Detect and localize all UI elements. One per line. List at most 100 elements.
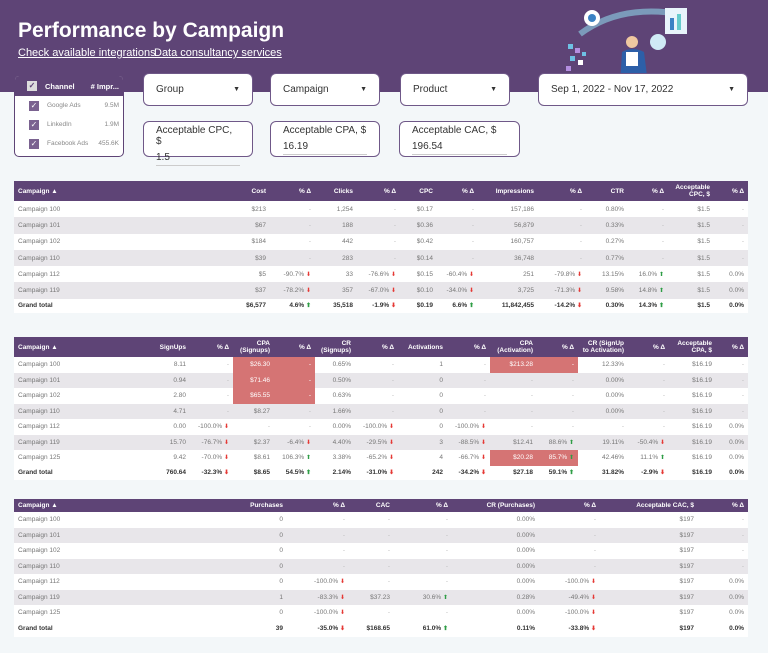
column-header[interactable]: Impressions (478, 181, 538, 201)
column-header[interactable]: Campaign ▲ (14, 499, 230, 512)
product-dropdown[interactable]: Product ▼ (400, 73, 510, 106)
column-header[interactable]: % Δ (437, 181, 478, 201)
column-header[interactable]: % Δ (447, 337, 490, 357)
checkbox-icon[interactable]: ✓ (29, 119, 39, 130)
column-header[interactable]: % Δ (538, 181, 586, 201)
column-header[interactable]: % Δ (698, 499, 748, 512)
column-header[interactable]: Clicks (315, 181, 357, 201)
column-header[interactable]: % Δ (628, 181, 668, 201)
table-row[interactable]: Campaign 119 15.70 -76.7% ⬇ $2.37 -6.4% ⬇ 4.4… (14, 434, 748, 450)
table-cell: - (387, 547, 390, 555)
input-value[interactable]: 196.54 (412, 141, 507, 155)
column-header[interactable]: % Δ (190, 337, 233, 357)
channel-item[interactable]: ✓ LinkedIn 1.9M (15, 115, 123, 134)
column-header[interactable]: Cost (230, 181, 270, 201)
column-header[interactable]: % Δ (539, 499, 600, 512)
column-header[interactable]: % Δ (270, 181, 315, 201)
channel-item[interactable]: ✓ Facebook Ads 455.6K (15, 134, 123, 153)
table-row[interactable]: Campaign 100 $213 - 1,254 - $0.17 - 157,186 - 0.8… (14, 201, 748, 217)
column-header[interactable]: Acceptable CPC, $ (668, 181, 714, 201)
table-cell: $1.5 (697, 302, 710, 310)
group-dropdown[interactable]: Group ▼ (143, 73, 253, 106)
column-header[interactable]: CR (SignUp to Activation) (578, 337, 628, 357)
table-cell: Campaign 110 (18, 562, 60, 570)
table-cell: - (662, 361, 665, 369)
table-cell: Campaign 102 (18, 547, 61, 555)
input-value[interactable]: 1.5 (156, 152, 240, 166)
table-row[interactable]: Campaign 112 0.00 -100.0% ⬇ - -0.00% -100.0% … (14, 419, 748, 435)
table-row[interactable]: Campaign 110 $39 - 283 - $0.14 - 36,748 - 0.77% - $… (14, 249, 748, 267)
column-header[interactable]: % Δ (537, 337, 578, 357)
table-row[interactable]: Campaign 119 $37 -78.2% ⬇ 357 -67.0% ⬇ $0.10 -… (14, 282, 748, 299)
column-header[interactable]: Campaign ▲ (14, 181, 230, 201)
table-row[interactable]: Campaign 125 9.42 -70.0% ⬇ $8.61 106.3% ⬆ 3.3… (14, 450, 748, 466)
date-range-picker[interactable]: Sep 1, 2022 - Nov 17, 2022 ▼ (538, 73, 748, 106)
column-header[interactable]: CPC (400, 181, 437, 201)
table-row[interactable]: Campaign 101 0.94 - $71.46 - 0.50% - 0 - - - 0.00% -… (14, 372, 748, 388)
channel-filter-header[interactable]: ✓ Channel # Impr... (15, 76, 123, 96)
column-header[interactable]: % Δ (357, 181, 400, 201)
column-header[interactable]: CPA (Activation) (490, 337, 537, 357)
table-cell: $16.19 (692, 407, 712, 415)
grand-total-row: Grand total 760.64 -32.3% ⬇ $8.65 54.5% ⬆ 2.1… (14, 465, 748, 480)
column-header[interactable]: SignUps (140, 337, 190, 357)
table-row[interactable]: Campaign 102 $184 - 442 - $0.42 - 160,757 - 0.27%… (14, 234, 748, 250)
table-cell: -14.2% (554, 302, 576, 310)
table-row[interactable]: Campaign 112 $5 -90.7% ⬇ 33 -76.6% ⬇ $0.15 -60… (14, 266, 748, 282)
campaign-dropdown[interactable]: Campaign ▼ (270, 73, 380, 106)
acceptable-cac-input[interactable]: Acceptable CAC, $ 196.54 (399, 121, 520, 157)
table-cell: - (593, 531, 596, 539)
column-header[interactable]: Activations (398, 337, 447, 357)
table-cell: Campaign 125 (18, 454, 61, 462)
acceptable-cpc-input[interactable]: Acceptable CPC, $ 1.5 (143, 121, 253, 166)
table-row[interactable]: Campaign 125 0 -100.0% ⬇ - - 0.00% -100.0% ⬇ $1… (14, 605, 748, 621)
channel-filter[interactable]: ✓ Channel # Impr... ✓ Google Ads 9.5M ✓ Lin… (14, 75, 124, 157)
table-row[interactable]: Campaign 100 0 - - - 0.00% - $197 - (14, 512, 748, 528)
column-header[interactable]: % Δ (355, 337, 398, 357)
table-cell: Campaign 100 (18, 205, 61, 213)
table-row[interactable]: Campaign 110 0 - - - 0.00% - $197 - (14, 558, 748, 574)
column-header[interactable]: % Δ (716, 337, 748, 357)
table-cell: $39 (255, 254, 266, 262)
table-cell: - (571, 376, 574, 384)
table-row[interactable]: Campaign 112 0 -100.0% ⬇ - - 0.00% -100.0% ⬇ $1… (14, 574, 748, 590)
column-header[interactable]: Campaign ▲ (14, 337, 140, 357)
table-row[interactable]: Campaign 100 8.11 - $26.30 - 0.65% - 1 - $213.28 -… (14, 357, 748, 373)
column-header[interactable]: % Δ (274, 337, 315, 357)
column-header[interactable]: % Δ (714, 181, 748, 201)
column-header[interactable]: Acceptable CAC, $ (600, 499, 698, 512)
table-row[interactable]: Campaign 119 1 -83.3% ⬇ $37.23 30.6% ⬆ 0.28% -… (14, 589, 748, 605)
column-header[interactable]: % Δ (628, 337, 669, 357)
column-header[interactable]: % Δ (287, 499, 349, 512)
table-row[interactable]: Campaign 101 $67 - 188 - $0.36 - 56,879 - 0.33% - $… (14, 217, 748, 234)
table-cell: $197 (679, 562, 694, 570)
integrations-link[interactable]: Check available integrations (18, 47, 156, 59)
table-cell: -79.8% (554, 270, 576, 278)
column-header[interactable]: CAC (349, 499, 394, 512)
column-header[interactable]: Acceptable CPA, $ (669, 337, 716, 357)
caret-down-icon: ▼ (233, 86, 240, 93)
table-row[interactable]: Campaign 110 4.71 - $8.27 - 1.66% - 0 - - - 0.00% - $… (14, 403, 748, 419)
table-cell: 2.14% (332, 469, 351, 476)
channel-item[interactable]: ✓ Google Ads 9.5M (15, 96, 123, 115)
table-row[interactable]: Campaign 102 2.80 - $65.55 - 0.63% - 0 - - - 0.00% -… (14, 388, 748, 404)
column-header[interactable]: CPA (Signups) (233, 337, 274, 357)
table-cell: $0.42 (416, 238, 433, 246)
table-cell: -34.0% (446, 287, 468, 295)
consultancy-link[interactable]: Data consultancy services (154, 47, 282, 59)
table-row[interactable]: Campaign 102 0 - - - 0.00% - $197 - (14, 543, 748, 559)
checkbox-icon[interactable]: ✓ (29, 100, 39, 111)
column-header[interactable]: CR (Purchases) (452, 499, 539, 512)
checkbox-icon[interactable]: ✓ (29, 138, 39, 149)
column-header[interactable]: Purchases (230, 499, 287, 512)
input-value[interactable]: 16.19 (283, 141, 367, 155)
arrow-down-icon: ⬇ (305, 439, 311, 446)
table-cell: - (741, 361, 744, 369)
table-row[interactable]: Campaign 101 0 - - - 0.00% - $197 - (14, 527, 748, 543)
table-cell: 0.11% (516, 625, 535, 632)
select-all-checkbox[interactable]: ✓ (27, 81, 37, 91)
column-header[interactable]: CR (Signups) (315, 337, 355, 357)
acceptable-cpa-input[interactable]: Acceptable CPA, $ 16.19 (270, 121, 380, 157)
column-header[interactable]: % Δ (394, 499, 452, 512)
column-header[interactable]: CTR (586, 181, 628, 201)
